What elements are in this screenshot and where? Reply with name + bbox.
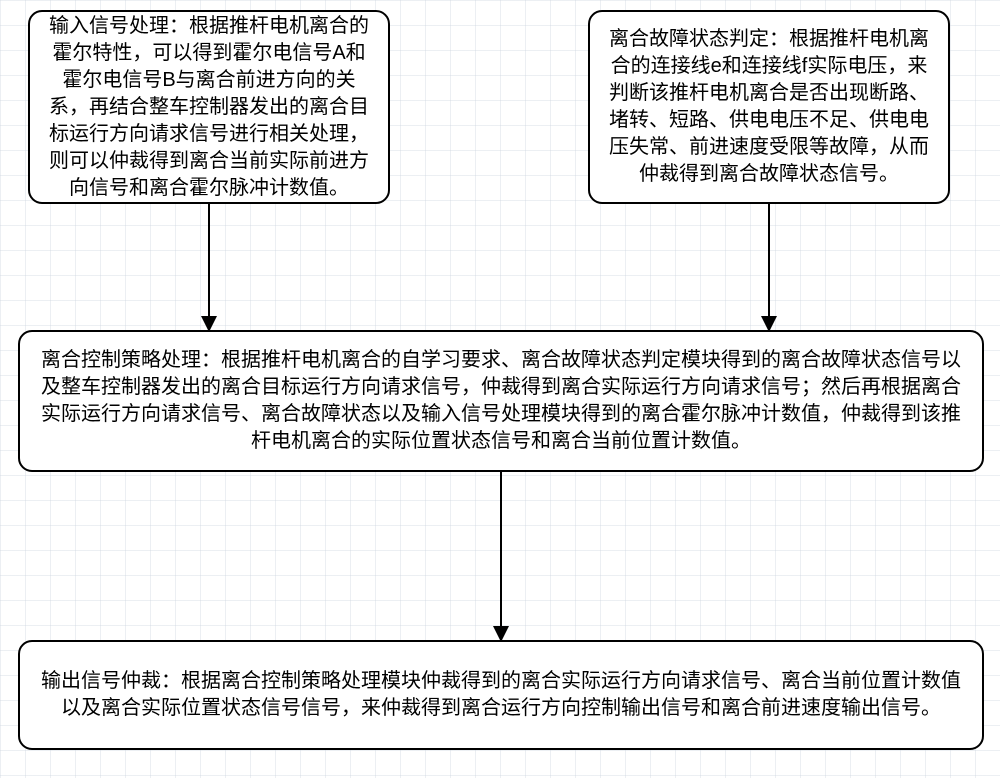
node-output-arbitrate: 输出信号仲裁：根据离合控制策略处理模块仲裁得到的离合实际运行方向请求信号、离合当… (18, 640, 984, 750)
node-control-strategy: 离合控制策略处理：根据推杆电机离合的自学习要求、离合故障状态判定模块得到的离合故… (18, 330, 984, 472)
node-input-signal-text: 输入信号处理：根据推杆电机离合的霍尔特性，可以得到霍尔电信号A和霍尔电信号B与离… (44, 13, 374, 202)
node-control-strategy-text: 离合控制策略处理：根据推杆电机离合的自学习要求、离合故障状态判定模块得到的离合故… (34, 347, 968, 455)
node-output-arbitrate-text: 输出信号仲裁：根据离合控制策略处理模块仲裁得到的离合实际运行方向请求信号、离合当… (34, 668, 968, 722)
node-fault-judge: 离合故障状态判定：根据推杆电机离合的连接线e和连接线f实际电压，来判断该推杆电机… (588, 10, 950, 204)
diagram-canvas: 输入信号处理：根据推杆电机离合的霍尔特性，可以得到霍尔电信号A和霍尔电信号B与离… (0, 0, 1000, 778)
node-fault-judge-text: 离合故障状态判定：根据推杆电机离合的连接线e和连接线f实际电压，来判断该推杆电机… (604, 26, 934, 188)
node-input-signal: 输入信号处理：根据推杆电机离合的霍尔特性，可以得到霍尔电信号A和霍尔电信号B与离… (28, 10, 390, 204)
